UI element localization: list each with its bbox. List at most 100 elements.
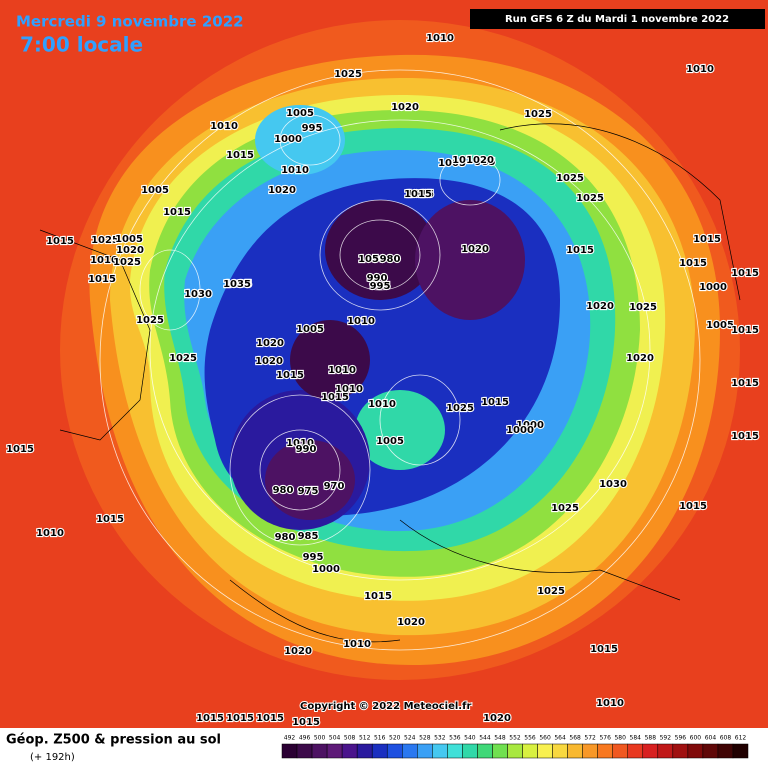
legend-swatch xyxy=(732,743,749,759)
copyright: Copyright © 2022 Meteociel.fr xyxy=(300,701,471,712)
isobar-label: 1050 xyxy=(358,254,386,265)
isobar-label: 1015 xyxy=(679,258,707,269)
legend-swatch xyxy=(417,743,433,759)
legend-tick-label: 528 xyxy=(419,735,431,742)
legend-tick-label: 508 xyxy=(344,735,356,742)
legend-swatch xyxy=(492,743,508,759)
isobar-label: 1020 xyxy=(461,244,489,255)
isobar-label: 1015 xyxy=(226,150,254,161)
isobar-label: 1010 xyxy=(426,33,454,44)
legend-swatch xyxy=(281,743,298,759)
legend-swatch xyxy=(462,743,478,759)
isobar-label: 1025 xyxy=(446,403,474,414)
isobar-label: 1025 xyxy=(556,173,584,184)
isobar-label: 1020 xyxy=(466,155,494,166)
isobar-label: 1005 xyxy=(706,320,734,331)
isobar-label: 1015 xyxy=(731,431,759,442)
zone xyxy=(255,105,345,175)
isobar-label: 1015 xyxy=(46,236,74,247)
legend-tick-label: 492 xyxy=(284,735,296,742)
legend-tick-label: 552 xyxy=(509,735,521,742)
isobars xyxy=(99,69,701,651)
legend-swatch xyxy=(672,743,689,759)
isobar-label: 1025 xyxy=(524,109,552,120)
isobar-label: 1015 xyxy=(226,713,254,724)
time: 7:00 locale xyxy=(20,33,143,57)
isobar-label: 1015 xyxy=(88,274,116,285)
isobar-label: 1025 xyxy=(169,353,197,364)
legend-swatch xyxy=(702,743,719,759)
legend-tick-label: 504 xyxy=(329,735,341,742)
legend-tick-label: 544 xyxy=(479,735,491,742)
isobar-label: 1010 xyxy=(347,316,375,327)
legend-tick-label: 512 xyxy=(359,735,371,742)
legend-title: Géop. Z500 & pression au sol xyxy=(6,733,221,748)
isobar-label: 1005 xyxy=(141,185,169,196)
isobar-label: 995 xyxy=(303,552,324,563)
legend-tick-label: 612 xyxy=(735,735,747,742)
legend-tick-label: 608 xyxy=(720,735,732,742)
isobar-label: 1005 xyxy=(376,436,404,447)
isobar-label: 1015 xyxy=(404,189,432,200)
isobar-label: 1015 xyxy=(163,207,191,218)
isobar-label: 1015 xyxy=(731,378,759,389)
isobar-label: 1010 xyxy=(343,639,371,650)
isobar-label: 1015 xyxy=(292,717,320,728)
legend: Géop. Z500 & pression au sol (+ 192h) 49… xyxy=(6,733,749,763)
isobar-label: 1030 xyxy=(599,479,627,490)
isobar-label: 975 xyxy=(298,486,319,497)
isobar-label: 1005 xyxy=(296,324,324,335)
isobar-label: 985 xyxy=(298,531,319,542)
legend-tick-label: 596 xyxy=(675,735,687,742)
isobar-label: 990 xyxy=(367,273,388,284)
isobar-label: 1025 xyxy=(537,586,565,597)
zone xyxy=(415,200,525,320)
legend-swatch xyxy=(552,743,568,759)
zone xyxy=(290,320,370,400)
legend-swatch xyxy=(612,743,628,759)
isobar-label: 1010 xyxy=(686,64,714,75)
legend-tick-label: 576 xyxy=(599,735,611,742)
isobar-label: 1000 xyxy=(516,420,544,431)
isobar-label: 1025 xyxy=(576,193,604,204)
isobar-label: 1025 xyxy=(551,503,579,514)
isobar-label: 1015 xyxy=(590,644,618,655)
legend-tick-label: 556 xyxy=(524,735,536,742)
isobar-label: 970 xyxy=(324,481,345,492)
zone xyxy=(265,440,355,520)
isobar-label: 1000 xyxy=(312,564,340,575)
isobar-label: 1030 xyxy=(184,289,212,300)
legend-tick-label: 568 xyxy=(569,735,581,742)
isobar-label: 995 xyxy=(370,281,391,292)
run-info: Run GFS 6 Z du Mardi 1 novembre 2022 xyxy=(505,14,729,25)
isobar-label: 1015 xyxy=(276,370,304,381)
legend-swatch xyxy=(507,743,523,759)
isobar-label: 1025 xyxy=(91,235,119,246)
isobar-label: 1015 xyxy=(693,234,721,245)
legend-swatch xyxy=(627,743,644,759)
zone xyxy=(325,200,435,300)
date: Mercredi 9 novembre 2022 xyxy=(16,13,244,31)
legend-tick-label: 600 xyxy=(690,735,702,742)
legend-tick-label: 524 xyxy=(404,735,416,742)
isobar-label: 1005 xyxy=(286,108,314,119)
isobar-label: 1020 xyxy=(397,617,425,628)
run-banner xyxy=(470,9,765,29)
isobar-label: 1010 xyxy=(335,384,363,395)
isobar-label: 1010 xyxy=(90,255,118,266)
isobar-label: 1015 xyxy=(364,591,392,602)
isobar-label: 1010 xyxy=(210,121,238,132)
isobar-label: 1015 xyxy=(321,392,349,403)
isobar-label: 1030 xyxy=(184,289,212,300)
legend-tick-label: 580 xyxy=(614,735,626,742)
legend-tick-label: 592 xyxy=(660,735,672,742)
legend-tick-label: 560 xyxy=(539,735,551,742)
isobar-label: 1005 xyxy=(438,158,466,169)
legend-tick-label: 564 xyxy=(554,735,566,742)
isobar-label: 1020 xyxy=(391,102,419,113)
isobar-label: 1020 xyxy=(268,185,296,196)
isobar-label: 1020 xyxy=(626,353,654,364)
legend-swatch xyxy=(341,743,358,759)
legend-tick-label: 584 xyxy=(630,735,642,742)
